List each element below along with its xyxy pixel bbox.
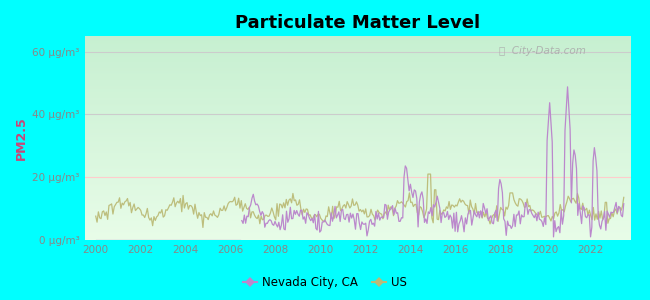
Y-axis label: PM2.5: PM2.5 [15, 116, 28, 160]
Legend: Nevada City, CA, US: Nevada City, CA, US [239, 272, 411, 294]
Title: Particulate Matter Level: Particulate Matter Level [235, 14, 480, 32]
Text: ⓘ  City-Data.com: ⓘ City-Data.com [499, 46, 586, 56]
